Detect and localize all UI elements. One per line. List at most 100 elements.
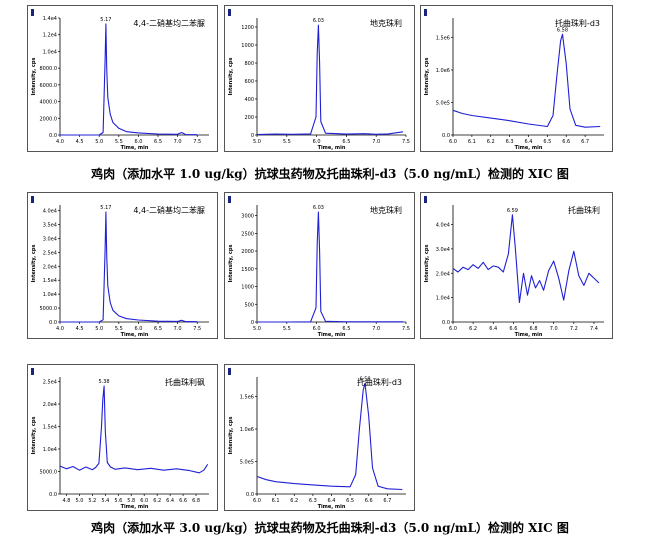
x-tick-label: 7.0 [372, 139, 380, 145]
y-axis-title: Intensity, cps [424, 58, 430, 96]
y-tick-label: 5.0e5 [240, 460, 254, 466]
x-tick-label: 7.5 [193, 139, 201, 145]
x-tick-label: 7.0 [174, 139, 182, 145]
x-tick-label: 6.6 [365, 498, 373, 504]
panel-corner-marker [31, 196, 34, 203]
y-tick-label: 0.0 [49, 320, 57, 326]
y-tick-label: 0.0 [49, 492, 57, 498]
y-tick-label: 800 [244, 61, 254, 67]
x-tick-label: 4.8 [63, 498, 71, 504]
x-tick-label: 6.4 [166, 498, 174, 504]
x-tick-label: 6.5 [154, 326, 162, 332]
y-tick-label: 1000 [241, 43, 254, 49]
y-tick-label: 1.0e4 [436, 296, 450, 302]
x-tick-label: 6.2 [153, 498, 161, 504]
y-axis-title: Intensity, cps [228, 417, 234, 455]
xic-panel-toltrazuril-d3-1: 0.0 5.0e5 1.0e6 1.5e6 6.0 6.1 6.2 6.3 6.4 6.5 6.6 6… [420, 5, 613, 152]
y-tick-label: 0.0 [49, 133, 57, 139]
x-tick-label: 6.4 [489, 326, 497, 332]
xic-chart-svg: 0.0 5000.0 1.0e4 1.5e4 2.0e4 2.5e4 3.0e4 3.5e4 4… [31, 205, 209, 338]
y-tick-label: 4000.0 [40, 100, 58, 106]
y-tick-label: 2.0e4 [43, 402, 57, 408]
x-tick-label: 6.1 [468, 139, 476, 145]
panel-corner-marker [228, 368, 231, 375]
y-tick-label: 0 [251, 320, 254, 326]
y-tick-label: 2000 [241, 249, 254, 255]
panel-corner-marker [31, 368, 34, 375]
x-tick-label: 6.8 [530, 326, 538, 332]
xic-panel-diclazuril-3: 0 500 1000 1500 2000 2500 3000 5.0 5.5 6.0 6.5 7.0 7… [224, 192, 415, 339]
xic-trace-line [59, 385, 209, 474]
x-tick-label: 6.0 [134, 139, 142, 145]
y-tick-label: 6000.0 [40, 83, 58, 89]
panel-corner-marker [228, 196, 231, 203]
y-tick-label: 8000.0 [40, 66, 58, 72]
y-tick-label: 600 [244, 79, 254, 85]
xic-panel-dinitrocarbanilide-3: 0.0 5000.0 1.0e4 1.5e4 2.0e4 2.5e4 3.0e4 3.5e4 4… [27, 192, 218, 339]
x-tick-label: 6.5 [346, 498, 354, 504]
x-tick-label: 5.5 [115, 326, 123, 332]
panel-corner-marker [424, 196, 427, 203]
x-tick-label: 6.0 [140, 498, 148, 504]
panel-corner-marker [31, 9, 34, 16]
x-tick-label: 6.2 [487, 139, 495, 145]
xic-trace-line [256, 24, 404, 136]
x-axis-title: Time, min [121, 145, 149, 151]
y-axis-title: Intensity, cps [31, 417, 37, 455]
x-tick-label: 6.5 [342, 139, 350, 145]
xic-panel-toltrazuril-d3-3: 0.0 5.0e5 1.0e6 1.5e6 6.0 6.1 6.2 6.3 6.4 6.5 6.6 6… [224, 364, 415, 511]
y-tick-label: 2.5e4 [43, 380, 57, 386]
x-tick-label: 4.0 [56, 139, 64, 145]
peak-rt-label: 6.03 [313, 205, 324, 211]
y-tick-label: 4.0e4 [436, 223, 450, 229]
x-tick-label: 6.6 [509, 326, 517, 332]
x-tick-label: 6.0 [253, 498, 261, 504]
figure-caption-1: 鸡肉（添加水平 1.0 ug/kg）抗球虫药物及托曲珠利-d3（5.0 ng/m… [91, 167, 569, 181]
analyte-name-label: 地克珠利 [370, 205, 402, 215]
y-axis-title: Intensity, cps [424, 245, 430, 283]
x-tick-label: 5.5 [283, 326, 291, 332]
x-axis-title: Time, min [121, 332, 149, 338]
y-tick-label: 1.0e6 [240, 427, 254, 433]
peak-rt-label: 5.17 [100, 205, 111, 211]
x-tick-label: 5.5 [283, 139, 291, 145]
xic-chart-svg: 0.0 5000.0 1.0e4 1.5e4 2.0e4 2.5e4 4.8 5.0 5.2 5.… [31, 377, 209, 510]
y-tick-label: 5000.0 [40, 470, 58, 476]
x-tick-label: 5.2 [88, 498, 96, 504]
x-tick-label: 7.5 [402, 326, 410, 332]
x-tick-label: 6.4 [328, 498, 336, 504]
y-tick-label: 1.5e6 [240, 395, 254, 401]
y-tick-label: 3.0e4 [43, 236, 57, 242]
peak-rt-label: 6.58 [359, 377, 370, 383]
xic-trace-line [60, 23, 198, 136]
y-tick-label: 1.4e4 [43, 16, 57, 22]
x-tick-label: 6.7 [383, 498, 391, 504]
x-tick-label: 6.0 [313, 139, 321, 145]
y-tick-label: 3000 [241, 214, 254, 220]
x-tick-label: 4.5 [76, 139, 84, 145]
xic-panel-toltrazuril-3: 0.0 1.0e4 2.0e4 3.0e4 4.0e4 6.0 6.2 6.4 6.6 6.8 7.… [420, 192, 613, 339]
x-tick-label: 6.1 [272, 498, 280, 504]
y-axis-title: Intensity, cps [228, 245, 234, 283]
y-tick-label: 1.0e4 [43, 292, 57, 298]
xic-trace-line [452, 214, 600, 304]
y-tick-label: 500 [244, 302, 254, 308]
analyte-name-label: 托曲珠利-d3 [555, 18, 600, 28]
xic-chart-svg: 0.0 5.0e5 1.0e6 1.5e6 6.0 6.1 6.2 6.3 6.4 6.5 6.6 6… [228, 377, 406, 510]
x-axis-title: Time, min [515, 332, 543, 338]
x-tick-label: 7.4 [590, 326, 598, 332]
x-tick-label: 7.2 [570, 326, 578, 332]
xic-trace-line [257, 211, 403, 323]
y-tick-label: 3.0e4 [436, 247, 450, 253]
x-tick-label: 7.0 [372, 326, 380, 332]
x-tick-label: 7.5 [193, 326, 201, 332]
y-tick-label: 0.0 [442, 133, 450, 139]
y-tick-label: 1.5e4 [43, 425, 57, 431]
y-axis-title: Intensity, cps [31, 245, 37, 283]
x-tick-label: 6.4 [525, 139, 533, 145]
y-tick-label: 1000 [241, 285, 254, 291]
x-tick-label: 6.6 [562, 139, 570, 145]
x-tick-label: 6.0 [313, 326, 321, 332]
y-tick-label: 1.0e4 [43, 49, 57, 55]
y-tick-label: 2.0e4 [436, 271, 450, 277]
